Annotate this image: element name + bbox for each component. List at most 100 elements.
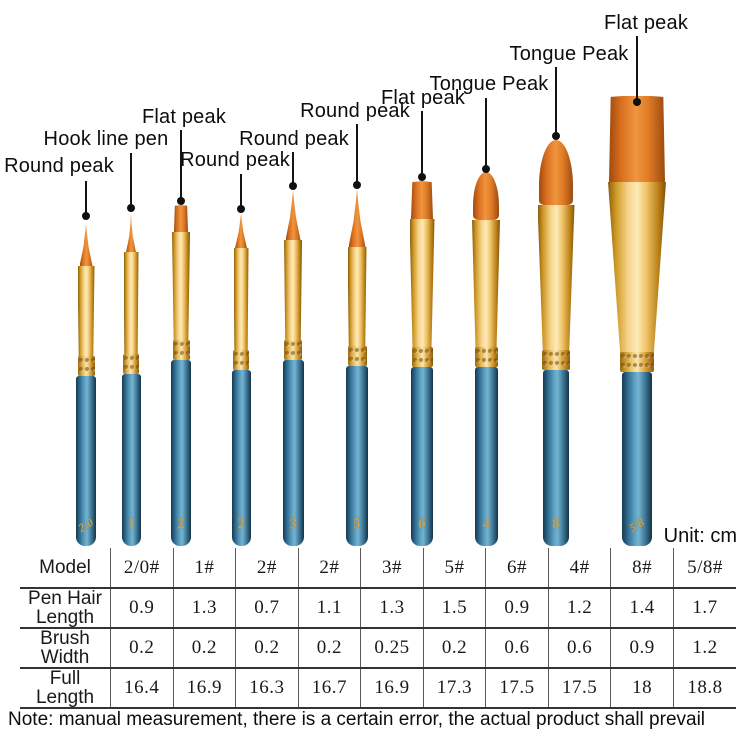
table-cell: 5/8# (672, 548, 736, 589)
brush-size-number: 3 (287, 515, 298, 533)
brush-bristle (285, 190, 301, 240)
brush-crimp (474, 347, 498, 367)
table-cell: 0.2 (110, 628, 174, 669)
callout-dot (633, 98, 641, 106)
unit-label: Unit: cm (663, 525, 737, 547)
callout-dot (418, 173, 426, 181)
brush-bristle (411, 181, 433, 219)
callout-line (85, 181, 87, 213)
table-cell: 0.9 (110, 588, 174, 629)
brush-bristle (609, 96, 665, 182)
brush-crimp (411, 347, 433, 367)
brush-ferrule (409, 219, 435, 367)
callout-dot (82, 212, 90, 220)
row-header: Brush Width (20, 628, 111, 669)
brush-size-number: 2/0 (75, 515, 96, 536)
brush-size-number: 5/8 (626, 515, 647, 536)
table-cell: 16.9 (360, 668, 424, 709)
table-cell: 17.5 (485, 668, 549, 709)
table-cell: 18 (610, 668, 674, 709)
table-cell: 0.2 (297, 628, 361, 669)
brush-ferrule (172, 232, 190, 360)
table-cell: 16.4 (110, 668, 174, 709)
brush-ferrule (347, 247, 367, 366)
callout-label: Round peak (4, 155, 114, 177)
table-cell: 16.9 (172, 668, 236, 709)
callout-label: Flat peak (603, 12, 689, 34)
callout-label: Flat peak (141, 106, 227, 128)
table-cell: 0.6 (485, 628, 549, 669)
brush-ferrule (608, 182, 666, 372)
table-cell: 1.5 (422, 588, 486, 629)
callout-label: Round peak (180, 149, 290, 171)
table-cell: 1.1 (297, 588, 361, 629)
brush-crimp (172, 340, 190, 360)
brush-ferrule (233, 248, 249, 370)
brush-ferrule (123, 252, 139, 374)
callout-line (130, 153, 132, 205)
callout-line (421, 111, 423, 174)
brush-bristle (473, 172, 499, 220)
brush-bristle (126, 212, 136, 252)
brush-size-number: 2 (235, 515, 246, 533)
callout-line (180, 130, 182, 198)
brush-crimp (233, 350, 249, 370)
callout-dot (482, 165, 490, 173)
brush-size-number: 1 (125, 515, 136, 533)
row-header: Model (20, 548, 111, 589)
callout-label: Flat peak (380, 87, 466, 109)
table-cell: 17.5 (547, 668, 611, 709)
table-cell: 0.9 (485, 588, 549, 629)
brush-ferrule (284, 240, 302, 360)
table-cell: 0.7 (235, 588, 299, 629)
callout-line (636, 36, 638, 99)
table-cell: 1# (172, 548, 236, 589)
brush-handle: 2/0 (76, 376, 96, 546)
brush-handle: 1 (121, 374, 141, 546)
callout-dot (289, 182, 297, 190)
brush-handle: 4 (474, 367, 498, 546)
table-cell: 1.4 (610, 588, 674, 629)
callout-line (292, 152, 294, 183)
table-cell: 0.2 (172, 628, 236, 669)
brush-size-number: 5 (351, 515, 362, 533)
table-cell: 5# (422, 548, 486, 589)
brush-crimp (347, 346, 367, 366)
callout-dot (177, 197, 185, 205)
brush-size-number: 2 (175, 515, 186, 533)
row-header: Full Length (20, 668, 111, 709)
callout-line (240, 174, 242, 206)
callout-dot (237, 205, 245, 213)
brush-handle: 6 (411, 367, 433, 546)
table-cell: 2# (235, 548, 299, 589)
brush-handle: 2 (231, 370, 251, 546)
brush-crimp (77, 356, 95, 376)
table-cell: 0.2 (235, 628, 299, 669)
brush-handle: 8 (543, 370, 569, 546)
brush-crimp (284, 340, 302, 360)
table-row: Full Length 16.4 16.9 16.3 16.7 16.9 17.3 17.5 1… (20, 668, 736, 709)
brush-handle: 5 (346, 366, 368, 546)
brush-bristle (235, 213, 247, 248)
brush-ferrule (77, 266, 95, 376)
table-cell: 3# (360, 548, 424, 589)
brush-crimp (123, 354, 139, 374)
table-cell: 18.8 (672, 668, 736, 709)
brush-size-number: 4 (480, 515, 491, 533)
brush-ferrule (472, 220, 500, 367)
brush-handle: 5/8 (622, 372, 652, 546)
brush-handle: 3 (282, 360, 304, 546)
brush-handle: 2 (171, 360, 191, 546)
table-cell: 6# (485, 548, 549, 589)
callout-dot (552, 132, 560, 140)
table-cell: 1.2 (547, 588, 611, 629)
brush-ferrule (537, 205, 575, 370)
table-cell: 16.3 (235, 668, 299, 709)
brush-bristle (348, 189, 366, 247)
table-row: Pen Hair Length 0.9 1.3 0.7 1.1 1.3 1.5 0.9 1.2 1… (20, 588, 736, 629)
row-header: Pen Hair Length (20, 588, 111, 629)
table-cell: 4# (547, 548, 611, 589)
callout-line (555, 67, 557, 133)
callout-label: Round peak (239, 128, 349, 150)
